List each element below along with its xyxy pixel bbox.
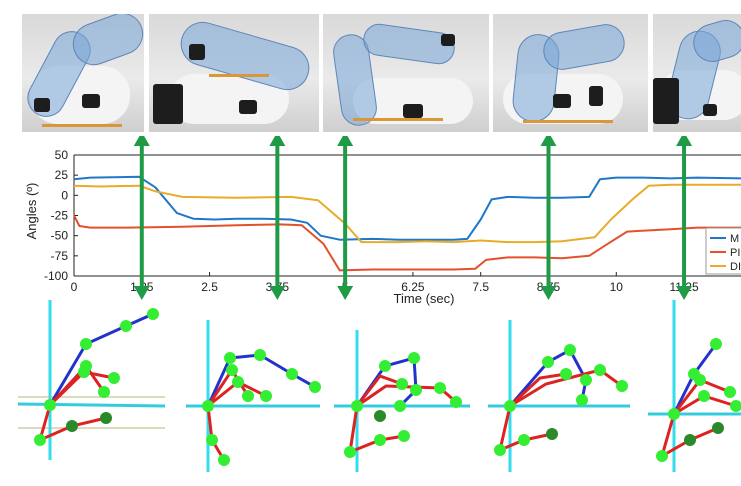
- series-line-m: [73, 175, 741, 241]
- x-tick-label: 7.5: [472, 280, 489, 294]
- hand-photo-4: [493, 14, 648, 132]
- photo-strip: [0, 0, 741, 136]
- y-tick-label: 0: [61, 188, 68, 202]
- arrow-head-up: [676, 136, 693, 146]
- chart-series: [73, 136, 741, 300]
- series-line-di: [73, 183, 741, 244]
- x-axis-label: Time (sec): [394, 291, 455, 306]
- legend-label: PI: [730, 247, 740, 259]
- legend-label: M: [730, 233, 739, 245]
- x-tick-label: 0: [71, 280, 78, 294]
- time-marker-arrow: [337, 136, 354, 300]
- skeleton-4: [488, 320, 630, 472]
- y-tick-label: -100: [44, 269, 68, 283]
- arrow-head-up: [269, 136, 286, 146]
- arrow-head-up: [337, 136, 354, 146]
- chart-axes: 50250-25-50-75-10001.252.53.7556.257.58.…: [44, 148, 741, 294]
- skeleton-1: [17, 300, 166, 460]
- hand-photo-1: [22, 14, 144, 132]
- y-tick-label: 25: [55, 168, 69, 182]
- joint-angle-chart: 50250-25-50-75-10001.252.53.7556.257.58.…: [24, 136, 741, 306]
- hand-photo-5: [653, 14, 741, 132]
- arrow-head-up: [133, 136, 150, 146]
- skeleton-3: [334, 330, 470, 472]
- y-tick-label: 50: [55, 148, 69, 162]
- arrow-head-down: [133, 286, 150, 300]
- y-tick-label: -50: [51, 229, 69, 243]
- arrow-head-up: [540, 136, 557, 146]
- y-tick-label: -25: [51, 209, 69, 223]
- hand-photo-3: [323, 14, 489, 132]
- series-line-pi: [73, 215, 741, 272]
- arrow-head-down: [540, 286, 557, 300]
- x-tick-label: 10: [610, 280, 624, 294]
- chart-legend: M PI DI: [705, 227, 741, 275]
- time-marker-arrow: [540, 136, 557, 300]
- skeleton-2: [186, 320, 321, 472]
- x-tick-label: 2.5: [201, 280, 218, 294]
- arrow-head-down: [676, 286, 693, 300]
- arrow-head-down: [269, 286, 286, 300]
- y-axis-label: Angles (º): [24, 183, 39, 240]
- time-marker-arrow: [676, 136, 693, 300]
- legend-label: DI: [730, 261, 741, 273]
- arrow-head-down: [337, 286, 354, 300]
- x-tick-label: 6.25: [401, 280, 425, 294]
- y-tick-label: -75: [51, 249, 69, 263]
- time-marker-arrow: [269, 136, 286, 300]
- time-marker-arrow: [133, 136, 150, 300]
- hand-skeleton-strip: [17, 300, 741, 472]
- skeleton-5: [648, 300, 741, 472]
- hand-photo-2: [149, 14, 319, 132]
